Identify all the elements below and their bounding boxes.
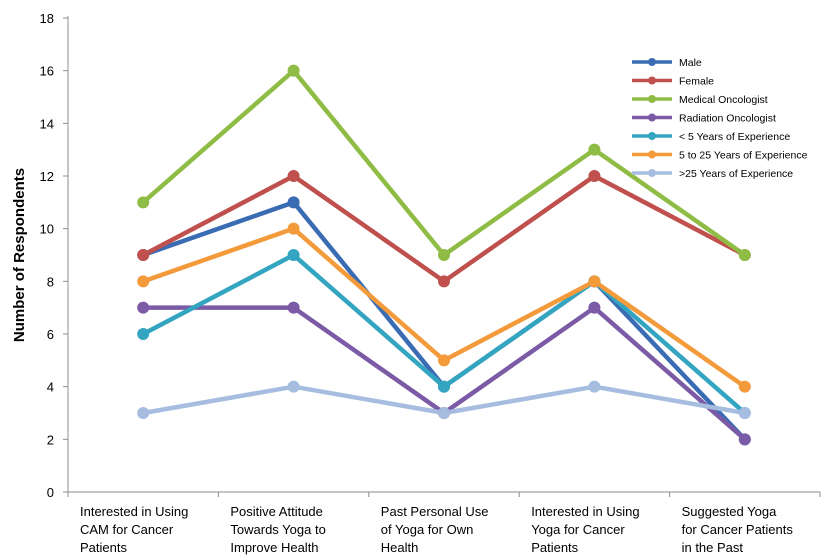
axes xyxy=(63,16,821,497)
legend-swatch-marker xyxy=(648,113,656,122)
x-category-label: Suggested Yoga for Cancer Patients in the … xyxy=(682,504,794,555)
data-point xyxy=(438,275,450,288)
legend-swatch-marker xyxy=(648,95,656,103)
data-point xyxy=(137,407,150,419)
legend-label: >25 Years of Experience xyxy=(679,168,793,180)
y-tick-label: 8 xyxy=(47,274,54,289)
x-category-label: Positive Attitude Towards Yoga to Improve … xyxy=(230,504,325,555)
y-tick-labels: 0 2 4 6 8 10 12 14 16 18 xyxy=(40,11,54,500)
data-point xyxy=(738,380,751,393)
data-point xyxy=(588,380,601,393)
data-point xyxy=(438,407,450,419)
data-point xyxy=(438,354,450,367)
data-point xyxy=(287,170,300,182)
x-category-label: Past Personal Use of Yoga for Own Health xyxy=(381,504,489,555)
data-point xyxy=(738,433,751,446)
legend-swatch-marker xyxy=(648,132,656,140)
series-line xyxy=(143,305,747,442)
x-category-label: Interested in Using CAM for Cancer Patient… xyxy=(80,504,188,555)
x-category-labels: Interested in Using CAM for Cancer Patient… xyxy=(80,504,793,555)
y-tick-label: 18 xyxy=(40,11,54,26)
data-point xyxy=(137,196,150,209)
data-point xyxy=(438,380,450,393)
y-tick-label: 4 xyxy=(47,380,54,395)
y-tick-label: 2 xyxy=(47,432,54,447)
data-point xyxy=(287,301,300,314)
data-point xyxy=(137,275,150,288)
legend-label: Medical Oncologist xyxy=(679,94,768,106)
y-tick-label: 6 xyxy=(47,327,54,342)
data-point xyxy=(588,275,601,288)
y-tick-label: 14 xyxy=(40,116,54,131)
data-point xyxy=(137,301,150,314)
data-point xyxy=(137,249,150,261)
data-point xyxy=(287,64,300,77)
y-axis-label: Number of Respondents xyxy=(11,168,28,342)
data-point xyxy=(287,380,300,393)
data-point xyxy=(738,407,751,419)
series-points xyxy=(137,64,751,446)
y-tick-label: 12 xyxy=(40,169,54,184)
data-point xyxy=(438,249,450,261)
data-point xyxy=(137,328,150,340)
data-point xyxy=(588,301,601,314)
legend-label: Female xyxy=(679,76,714,88)
legend-label: Male xyxy=(679,57,702,69)
data-point xyxy=(588,170,601,182)
y-tick-label: 0 xyxy=(47,485,54,500)
data-point xyxy=(588,143,601,156)
legend-swatch-marker xyxy=(648,150,656,159)
y-tick-label: 16 xyxy=(40,64,54,79)
legend-label: Radiation Oncologist xyxy=(679,113,776,125)
data-point xyxy=(287,249,300,261)
x-category-label: Interested in Using Yoga for Cancer Patien… xyxy=(531,504,639,555)
legend-swatch-marker xyxy=(648,169,656,177)
y-tick-label: 10 xyxy=(40,222,54,237)
legend-swatch-marker xyxy=(648,58,656,66)
legend-swatch-marker xyxy=(648,76,656,85)
data-point xyxy=(738,249,751,261)
legend: Male Female Medical Oncologist Radiation On… xyxy=(632,57,808,180)
data-point xyxy=(287,222,300,235)
legend-label: 5 to 25 Years of Experience xyxy=(679,150,808,162)
legend-label: < 5 Years of Experience xyxy=(679,131,790,143)
data-point xyxy=(287,196,300,209)
